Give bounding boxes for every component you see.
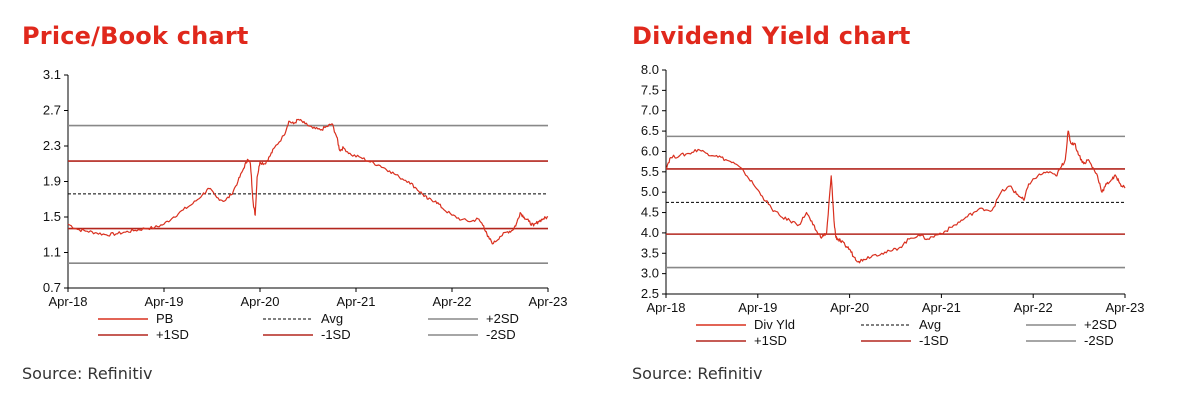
x-tick-label: Apr-22 bbox=[432, 294, 471, 309]
y-tick-label: 4.0 bbox=[641, 225, 659, 240]
dividend-yield-panel: Dividend Yield chart 8.0 7.5 7.0 6.5 6.0 5.5 5… bbox=[610, 0, 1200, 408]
x-tick-label: Apr-22 bbox=[1014, 300, 1053, 315]
y-tick-label: 2.5 bbox=[641, 286, 659, 301]
y-tick-label: 1.9 bbox=[43, 174, 61, 189]
y-tick-label: 8.0 bbox=[641, 62, 659, 77]
y-tick-label: 4.5 bbox=[641, 205, 659, 220]
legend-label: -1SD bbox=[919, 333, 949, 348]
legend-label: +1SD bbox=[156, 327, 189, 342]
legend-label: PB bbox=[156, 311, 173, 326]
y-tick-label: 3.0 bbox=[641, 266, 659, 281]
x-tick-label: Apr-21 bbox=[922, 300, 961, 315]
x-tick-label: Apr-19 bbox=[144, 294, 183, 309]
legend-label: -1SD bbox=[321, 327, 351, 342]
source-note: Source: Refinitiv bbox=[632, 364, 763, 383]
y-tick-label: 2.3 bbox=[43, 138, 61, 153]
legend-label: Div Yld bbox=[754, 317, 795, 332]
legend-label: +2SD bbox=[1084, 317, 1117, 332]
legend-label: -2SD bbox=[486, 327, 516, 342]
x-tick-label: Apr-20 bbox=[830, 300, 869, 315]
y-tick-label: 1.1 bbox=[43, 245, 61, 260]
panel-title: Price/Book chart bbox=[22, 22, 249, 50]
legend-label: Avg bbox=[321, 311, 343, 326]
y-tick-label: 7.0 bbox=[641, 103, 659, 118]
legend-label: Avg bbox=[919, 317, 941, 332]
x-tick-label: Apr-21 bbox=[336, 294, 375, 309]
price-book-panel: Price/Book chart 3.1 2.7 2.3 1.9 1.5 1.1 0.7 Ap… bbox=[22, 22, 568, 383]
y-tick-label: 7.5 bbox=[641, 82, 659, 97]
x-tick-label: Apr-23 bbox=[528, 294, 567, 309]
y-tick-label: 3.5 bbox=[641, 245, 659, 260]
y-tick-label: 5.5 bbox=[641, 164, 659, 179]
y-tick-label: 1.5 bbox=[43, 209, 61, 224]
panel-title: Dividend Yield chart bbox=[632, 22, 911, 50]
y-tick-label: 6.5 bbox=[641, 123, 659, 138]
legend-label: +1SD bbox=[754, 333, 787, 348]
series-line bbox=[665, 130, 1126, 264]
y-tick-label: 6.0 bbox=[641, 143, 659, 158]
y-tick-label: 5.0 bbox=[641, 184, 659, 199]
source-note: Source: Refinitiv bbox=[22, 364, 153, 383]
y-tick-label: 0.7 bbox=[43, 280, 61, 295]
y-tick-label: 2.7 bbox=[43, 103, 61, 118]
x-tick-label: Apr-19 bbox=[738, 300, 777, 315]
series-line bbox=[67, 118, 549, 245]
x-tick-label: Apr-18 bbox=[646, 300, 685, 315]
x-tick-label: Apr-18 bbox=[48, 294, 87, 309]
x-tick-label: Apr-20 bbox=[240, 294, 279, 309]
legend-label: +2SD bbox=[486, 311, 519, 326]
dividend-yield-chart: 8.07.57.06.56.05.55.04.54.03.53.02.5Apr-… bbox=[641, 62, 1145, 348]
legend-label: -2SD bbox=[1084, 333, 1114, 348]
y-tick-label: 3.1 bbox=[43, 67, 61, 82]
x-tick-label: Apr-23 bbox=[1105, 300, 1144, 315]
